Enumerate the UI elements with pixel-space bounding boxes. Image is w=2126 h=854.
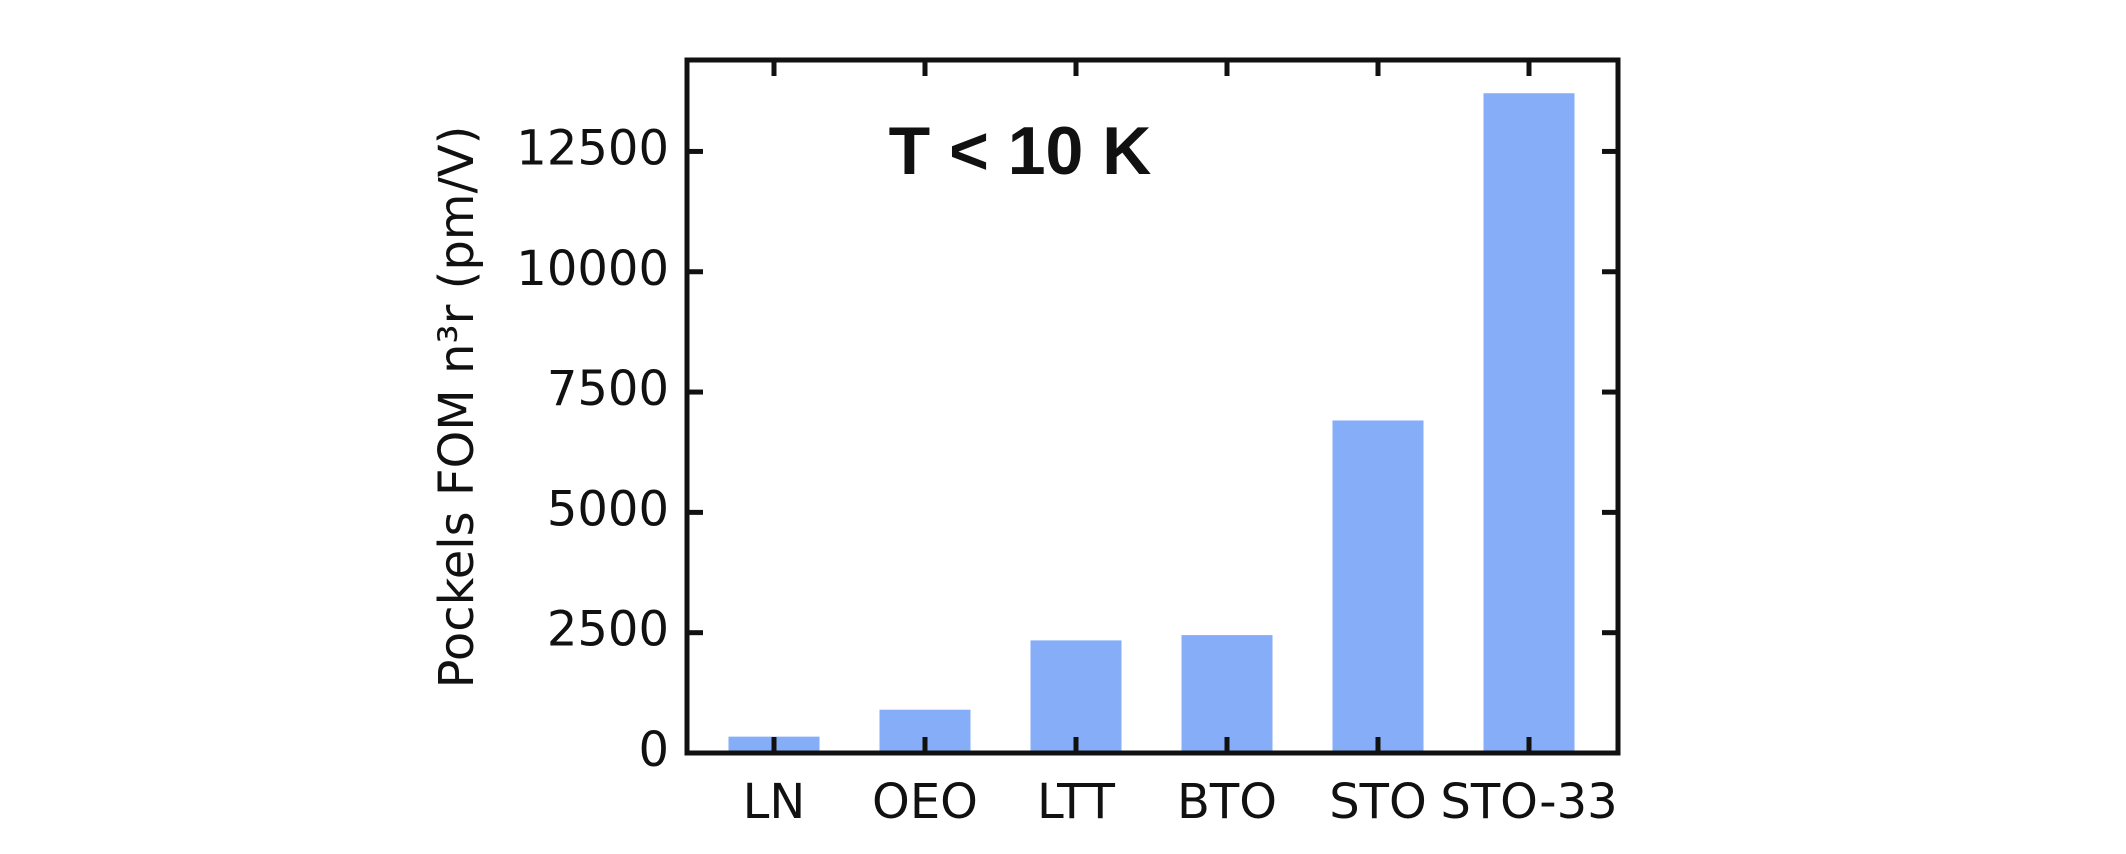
x-tick-label: OEO [872,774,978,830]
y-tick-label: 10000 [516,241,669,297]
y-tick-label: 5000 [547,481,669,537]
x-tick-label: BTO [1177,774,1277,830]
bar [1483,93,1575,754]
x-tick-label: STO-33 [1440,774,1617,830]
y-tick-label: 2500 [547,602,669,658]
y-tick-label: 12500 [516,120,669,176]
bar [1030,640,1122,753]
annotation: T < 10 K [889,113,1152,189]
y-tick-label: 7500 [547,361,669,417]
y-tick-label: 0 [638,722,669,778]
x-tick-label: STO [1329,774,1427,830]
x-tick-label: LN [743,774,806,830]
x-tick-label: LTT [1037,774,1116,830]
bar [1332,420,1424,753]
plot-frame [684,57,1621,756]
y-axis-label: Pockels FOM n³r (pm/V) [429,126,485,689]
bar [1181,635,1273,753]
